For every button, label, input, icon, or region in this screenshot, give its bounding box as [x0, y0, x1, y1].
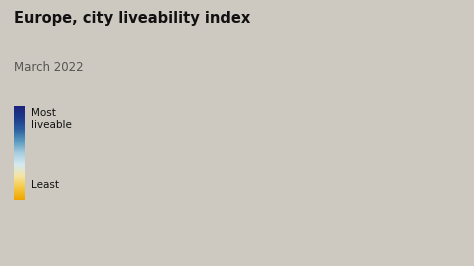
Text: March 2022: March 2022 [14, 61, 84, 74]
Text: Most
liveable: Most liveable [31, 108, 72, 130]
Text: Least: Least [31, 180, 59, 190]
Text: Europe, city liveability index: Europe, city liveability index [14, 11, 250, 26]
